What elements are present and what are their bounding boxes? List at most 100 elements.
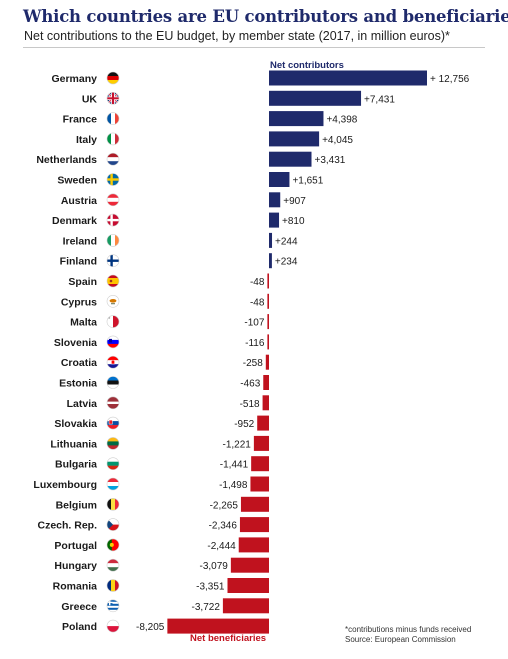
bar-slovakia — [257, 415, 269, 431]
value-label-spain: -48 — [250, 277, 265, 288]
bar-lithuania — [253, 435, 269, 451]
bar-czech-rep — [239, 517, 269, 533]
bar-sweden — [269, 172, 290, 187]
slovakia-flag — [106, 416, 120, 430]
value-label-sweden: +1,651 — [292, 176, 323, 187]
country-label-poland: Poland — [62, 621, 97, 633]
bar-finland — [269, 253, 272, 269]
bar-italy — [269, 131, 320, 147]
croatia-flag — [106, 355, 120, 369]
bar-romania — [227, 578, 269, 593]
country-label-greece: Greece — [61, 601, 97, 613]
bar-croatia — [265, 354, 269, 370]
value-label-uk: +7,431 — [364, 94, 395, 105]
country-label-slovenia: Slovenia — [54, 337, 97, 349]
bulgaria-flag — [106, 457, 120, 471]
latvia-flag — [106, 396, 120, 410]
value-label-bulgaria: -1,441 — [220, 460, 249, 471]
bar-france — [269, 111, 324, 127]
value-label-hungary: -3,079 — [200, 561, 229, 572]
value-label-belgium: -2,265 — [210, 500, 239, 511]
title-divider — [23, 47, 485, 48]
bar-belgium — [240, 496, 269, 512]
value-label-france: +4,398 — [326, 115, 357, 126]
bar-uk — [269, 90, 362, 106]
bar-hungary — [230, 557, 269, 573]
austria-flag — [106, 193, 120, 207]
value-label-germany: + 12,756 — [430, 74, 470, 85]
value-label-italy: +4,045 — [322, 135, 353, 146]
country-label-austria: Austria — [61, 195, 97, 207]
chart-title: Which countries are EU contributors and … — [23, 7, 508, 26]
france-flag — [106, 112, 120, 125]
bar-portugal — [238, 537, 269, 553]
country-label-lithuania: Lithuania — [50, 438, 97, 450]
country-label-germany: Germany — [51, 73, 97, 85]
country-label-spain: Spain — [68, 276, 97, 288]
source-text: Source: European Commission — [345, 635, 456, 644]
bar-bulgaria — [251, 456, 269, 472]
value-label-poland: -8,205 — [136, 622, 165, 633]
belgium-flag — [106, 497, 120, 511]
bar-poland — [167, 618, 269, 634]
poland-flag — [106, 619, 120, 633]
value-label-malta: -107 — [244, 318, 264, 329]
country-label-hungary: Hungary — [54, 560, 97, 572]
country-label-denmark: Denmark — [52, 215, 97, 227]
cyprus-flag — [106, 294, 120, 308]
bar-latvia — [262, 395, 269, 411]
country-label-ireland: Ireland — [63, 235, 97, 247]
country-label-portugal: Portugal — [54, 540, 97, 552]
uk-flag — [106, 92, 120, 105]
country-label-slovakia: Slovakia — [54, 418, 97, 430]
value-label-slovakia: -952 — [234, 419, 254, 430]
country-label-france: France — [63, 114, 98, 126]
malta-flag — [106, 315, 120, 328]
denmark-flag — [106, 213, 120, 227]
footnote: *contributions minus funds received Sour… — [345, 625, 471, 645]
value-label-slovenia: -116 — [245, 338, 265, 349]
country-label-croatia: Croatia — [61, 357, 97, 369]
country-label-cyprus: Cyprus — [61, 296, 97, 308]
country-label-czech-rep: Czech. Rep. — [37, 520, 97, 532]
netherlands-flag — [106, 152, 120, 166]
bar-netherlands — [269, 151, 312, 167]
bar-slovenia — [267, 334, 269, 350]
bar-malta — [267, 314, 269, 330]
country-label-estonia: Estonia — [59, 378, 97, 390]
value-label-czech-rep: -2,346 — [209, 521, 238, 532]
value-label-denmark: +810 — [282, 216, 305, 227]
value-label-finland: +234 — [275, 257, 298, 268]
czech-republic-flag — [106, 518, 120, 531]
country-label-malta: Malta — [70, 317, 97, 329]
value-label-cyprus: -48 — [250, 297, 265, 308]
footnote-text: *contributions minus funds received — [345, 625, 472, 634]
italy-flag — [106, 132, 120, 146]
bar-denmark — [269, 212, 280, 228]
greece-flag — [106, 599, 120, 613]
estonia-flag — [106, 376, 120, 389]
country-label-uk: UK — [82, 93, 98, 105]
value-label-estonia: -463 — [240, 379, 260, 390]
country-label-belgium: Belgium — [56, 499, 97, 511]
finland-flag — [106, 254, 120, 268]
lithuania-flag — [106, 437, 120, 450]
country-label-luxembourg: Luxembourg — [33, 479, 97, 491]
bar-estonia — [263, 375, 269, 390]
net-contributors-label: Net contributors — [270, 60, 344, 71]
romania-flag — [106, 579, 120, 592]
country-label-italy: Italy — [76, 134, 97, 146]
ireland-flag — [106, 234, 120, 247]
country-label-finland: Finland — [60, 256, 97, 268]
value-label-lithuania: -1,221 — [223, 439, 252, 450]
spain-flag — [106, 274, 120, 288]
value-label-romania: -3,351 — [196, 582, 225, 593]
value-label-croatia: -258 — [243, 358, 263, 369]
bar-luxembourg — [250, 476, 269, 492]
germany-flag — [106, 71, 120, 85]
value-label-ireland: +244 — [275, 236, 298, 247]
country-label-latvia: Latvia — [67, 398, 98, 410]
value-label-latvia: -518 — [240, 399, 260, 410]
net-beneficiaries-label: Net beneficiaries — [190, 633, 266, 644]
sweden-flag — [106, 173, 120, 186]
